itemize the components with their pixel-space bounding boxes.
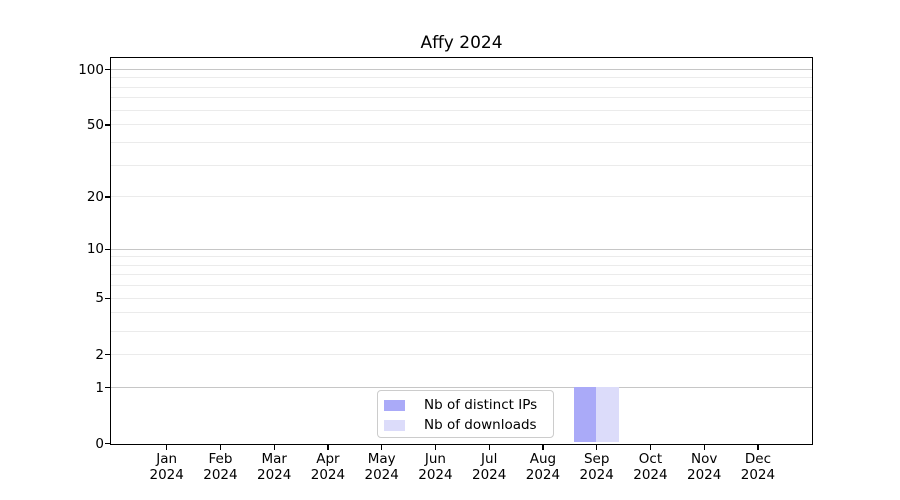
y-axis-tick-label: 50: [86, 117, 104, 134]
legend-label-downloads: Nb of downloads: [424, 417, 537, 433]
x-axis-tick-mark: [488, 444, 490, 450]
x-axis-tick-mark: [327, 444, 329, 450]
y-axis-tick-label: 100: [78, 61, 104, 78]
y-axis-tick-mark: [105, 69, 111, 71]
y-axis-tick-label: 5: [95, 290, 104, 307]
x-axis-tick-label: Jun 2024: [418, 451, 453, 483]
y-axis-tick-label: 2: [95, 346, 104, 363]
gridline: [111, 124, 812, 126]
x-axis-tick-mark: [703, 444, 705, 450]
legend-swatch-distinct-ips-icon: [384, 399, 405, 411]
x-axis-tick-label: Sep 2024: [579, 451, 614, 483]
x-axis-tick-label: Feb 2024: [203, 451, 238, 483]
gridline: [111, 141, 812, 143]
x-axis-tick-label: May 2024: [364, 451, 399, 483]
gridline: [111, 68, 812, 70]
gridline: [111, 77, 812, 79]
y-axis-tick-mark: [105, 443, 111, 445]
x-axis-tick-label: Oct 2024: [633, 451, 668, 483]
x-axis-tick-mark: [596, 444, 598, 450]
x-axis-tick-mark: [757, 444, 759, 450]
x-axis-tick-mark: [542, 444, 544, 450]
gridline: [111, 196, 812, 198]
y-axis-tick-label: 0: [95, 435, 104, 452]
gridline: [111, 248, 812, 250]
legend-item-distinct-ips: Nb of distinct IPs: [378, 395, 553, 415]
x-axis-tick-mark: [273, 444, 275, 450]
chart-title: Affy 2024: [420, 33, 503, 53]
gridline: [111, 164, 812, 166]
gridline: [111, 274, 812, 276]
y-axis-tick-mark: [105, 196, 111, 198]
x-axis-tick-mark: [434, 444, 437, 450]
x-axis-tick-mark: [219, 444, 222, 450]
y-axis-tick-mark: [105, 354, 111, 356]
gridline: [111, 353, 812, 355]
y-axis-tick-mark: [105, 386, 111, 389]
gridline: [111, 109, 812, 111]
y-axis-tick-mark: [105, 124, 111, 126]
plot-area: [110, 57, 813, 445]
gridline: [111, 312, 812, 314]
y-axis-tick-label: 1: [95, 379, 104, 396]
y-axis-tick-mark: [105, 297, 111, 300]
x-axis-tick-mark: [649, 444, 652, 450]
x-axis-tick-label: Jan 2024: [149, 451, 184, 483]
gridline: [111, 264, 812, 266]
gridline: [111, 285, 812, 287]
gridline: [111, 386, 812, 388]
bar-downloads: [596, 387, 619, 443]
x-axis-tick-label: Jul 2024: [472, 451, 507, 483]
legend-item-downloads: Nb of downloads: [378, 415, 553, 435]
y-axis-tick-label: 20: [86, 188, 104, 205]
x-axis-tick-label: Mar 2024: [257, 451, 292, 483]
gridline: [111, 297, 812, 299]
x-axis-tick-mark: [166, 444, 168, 450]
x-axis-tick-label: Dec 2024: [740, 451, 776, 483]
x-axis-tick-label: Apr 2024: [310, 451, 346, 483]
gridline: [111, 86, 812, 88]
legend: Nb of distinct IPs Nb of downloads: [377, 390, 554, 438]
gridline: [111, 97, 812, 99]
y-axis-tick-label: 10: [86, 241, 104, 258]
x-axis-tick-label: Aug 2024: [525, 451, 561, 483]
y-axis-tick-mark: [105, 248, 111, 250]
x-axis-tick-mark: [381, 444, 383, 450]
bar-distinct-ips: [573, 387, 597, 443]
gridline: [111, 256, 812, 258]
gridline: [111, 330, 812, 332]
x-axis-tick-label: Nov 2024: [687, 451, 722, 483]
legend-label-distinct-ips: Nb of distinct IPs: [424, 397, 538, 413]
legend-swatch-downloads-icon: [384, 419, 405, 431]
